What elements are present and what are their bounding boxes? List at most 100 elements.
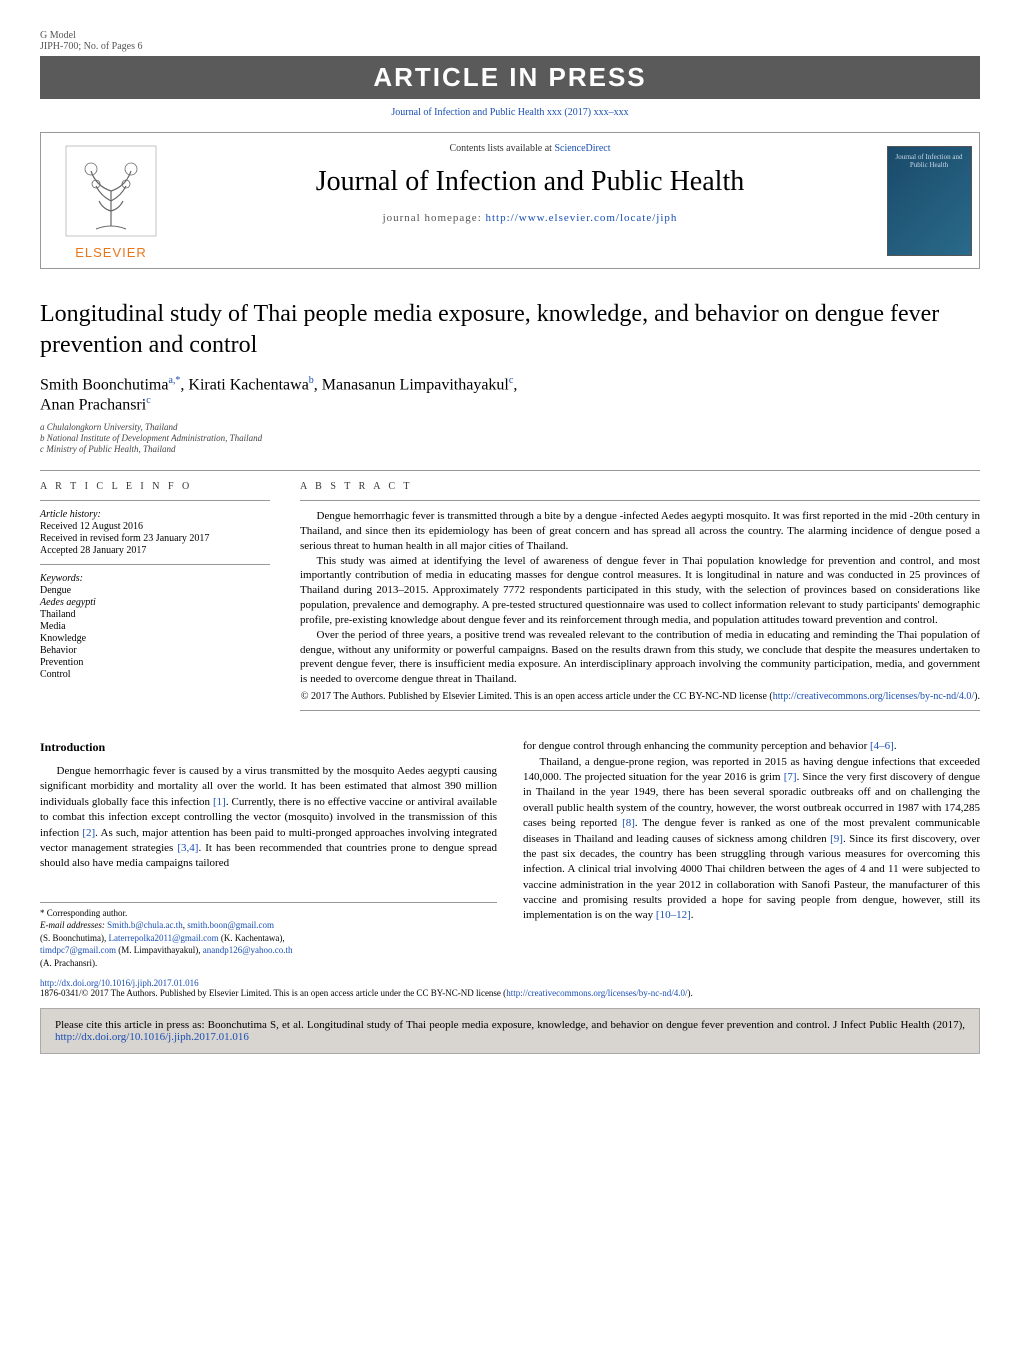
info-abstract-row: A R T I C L E I N F O Article history: R… <box>40 481 980 719</box>
email-limpavithayakul[interactable]: timdpc7@gmail.com <box>40 945 116 955</box>
history-revised: Received in revised form 23 January 2017 <box>40 533 270 544</box>
email-line-4: (A. Prachansri). <box>40 957 497 970</box>
ref-4-6[interactable]: [4–6] <box>870 740 894 752</box>
divider <box>40 470 980 471</box>
ref-3-4[interactable]: [3,4] <box>177 842 198 854</box>
elsevier-tree-icon <box>61 141 161 241</box>
kw-4: Knowledge <box>40 633 270 644</box>
affiliations: a Chulalongkorn University, Thailand b N… <box>40 422 980 454</box>
body-col-1: Introduction Dengue hemorrhagic fever is… <box>40 739 497 970</box>
gmodel-block: G Model JIPH-700; No. of Pages 6 <box>40 30 143 52</box>
sciencedirect-link[interactable]: ScienceDirect <box>554 143 610 154</box>
col2-p1: for dengue control through enhancing the… <box>523 739 980 754</box>
keywords-block: Keywords: Dengue Aedes aegypti Thailand … <box>40 573 270 680</box>
copyright-text: © 2017 The Authors. Published by Elsevie… <box>301 691 773 702</box>
intro-heading: Introduction <box>40 739 497 756</box>
kw-5: Behavior <box>40 645 270 656</box>
intro-p1: Dengue hemorrhagic fever is caused by a … <box>40 764 497 872</box>
elsevier-wordmark: ELSEVIER <box>75 245 147 260</box>
kw-2: Thailand <box>40 609 270 620</box>
author-1-affil: a,* <box>168 375 180 386</box>
abstract-divider <box>300 500 980 501</box>
elsevier-logo-box: ELSEVIER <box>41 133 181 268</box>
email-line-1: E-mail addresses: Smith.b@chula.ac.th, s… <box>40 919 497 932</box>
keywords-label: Keywords: <box>40 573 270 584</box>
email-line-3: timdpc7@gmail.com (M. Limpavithayakul), … <box>40 944 497 957</box>
author-4: Anan Prachansri <box>40 396 146 413</box>
corresponding-note: * Corresponding author. <box>40 907 497 920</box>
journal-center: Contents lists available at ScienceDirec… <box>181 133 879 268</box>
abstract-text: Dengue hemorrhagic fever is transmitted … <box>300 509 980 687</box>
doc-ref: JIPH-700; No. of Pages 6 <box>40 41 143 52</box>
history-label: Article history: <box>40 509 270 520</box>
article-info: A R T I C L E I N F O Article history: R… <box>40 481 270 719</box>
email-smith-1[interactable]: Smith.b@chula.ac.th <box>107 920 183 930</box>
info-divider <box>40 500 270 501</box>
homepage-label: journal homepage: <box>383 212 482 224</box>
journal-citation-link[interactable]: Journal of Infection and Public Health x… <box>40 107 980 118</box>
email-label: E-mail addresses: <box>40 920 105 930</box>
journal-name: Journal of Infection and Public Health <box>191 166 869 198</box>
doi-block: http://dx.doi.org/10.1016/j.jiph.2017.01… <box>40 978 980 998</box>
col2-p2: Thailand, a dengue-prone region, was rep… <box>523 755 980 924</box>
ref-1[interactable]: [1] <box>213 796 226 808</box>
abstract-p3: Over the period of three years, a positi… <box>300 628 980 687</box>
page-root: G Model JIPH-700; No. of Pages 6 ARTICLE… <box>0 0 1020 1084</box>
abstract-column: A B S T R A C T Dengue hemorrhagic fever… <box>300 481 980 719</box>
homepage-url[interactable]: http://www.elsevier.com/locate/jiph <box>486 212 678 224</box>
history-received: Received 12 August 2016 <box>40 521 270 532</box>
doi-link[interactable]: http://dx.doi.org/10.1016/j.jiph.2017.01… <box>40 978 199 988</box>
email-kachentawa[interactable]: Laterrepolka2011@gmail.com <box>109 933 219 943</box>
doi-license-link[interactable]: http://creativecommons.org/licenses/by-n… <box>506 988 687 998</box>
ref-7[interactable]: [7] <box>784 771 797 783</box>
authors-line: Smith Boonchutimaa,*, Kirati Kachentawab… <box>40 375 980 414</box>
press-banner: ARTICLE IN PRESS <box>40 56 980 99</box>
abstract-bottom-divider <box>300 710 980 711</box>
abstract-heading: A B S T R A C T <box>300 481 980 492</box>
license-close: ). <box>974 691 980 702</box>
kw-3: Media <box>40 621 270 632</box>
footnotes: * Corresponding author. E-mail addresses… <box>40 902 497 970</box>
email-prachansri[interactable]: anandp126@yahoo.co.th <box>203 945 293 955</box>
article-history: Article history: Received 12 August 2016… <box>40 509 270 556</box>
author-3-affil: c <box>509 375 513 386</box>
affil-c: c Ministry of Public Health, Thailand <box>40 444 980 454</box>
author-1: Smith Boonchutima <box>40 377 168 394</box>
journal-cover-box: Journal of Infection and Public Health <box>879 133 979 268</box>
email-line-2: (S. Boonchutima), Laterrepolka2011@gmail… <box>40 932 497 945</box>
license-link[interactable]: http://creativecommons.org/licenses/by-n… <box>773 691 974 702</box>
abstract-p1: Dengue hemorrhagic fever is transmitted … <box>300 509 980 554</box>
article-title: Longitudinal study of Thai people media … <box>40 299 980 361</box>
doi-info: 1876-0341/© 2017 The Authors. Published … <box>40 988 980 998</box>
affil-a: a Chulalongkorn University, Thailand <box>40 422 980 432</box>
history-divider <box>40 564 270 565</box>
kw-7: Control <box>40 669 270 680</box>
cite-box: Please cite this article in press as: Bo… <box>40 1008 980 1054</box>
ref-9[interactable]: [9] <box>830 833 843 845</box>
ref-10-12[interactable]: [10–12] <box>656 909 691 921</box>
author-4-affil: c <box>146 395 150 406</box>
journal-header: ELSEVIER Contents lists available at Sci… <box>40 132 980 269</box>
info-heading: A R T I C L E I N F O <box>40 481 270 492</box>
cite-doi-link[interactable]: http://dx.doi.org/10.1016/j.jiph.2017.01… <box>55 1031 249 1043</box>
author-2: Kirati Kachentawa <box>188 377 308 394</box>
contents-label: Contents lists available at <box>449 143 551 154</box>
kw-0: Dengue <box>40 585 270 596</box>
body-col-2: for dengue control through enhancing the… <box>523 739 980 970</box>
author-2-affil: b <box>309 375 314 386</box>
email-smith-2[interactable]: smith.boon@gmail.com <box>187 920 274 930</box>
contents-line: Contents lists available at ScienceDirec… <box>191 143 869 154</box>
affil-b: b National Institute of Development Admi… <box>40 433 980 443</box>
gmodel-label: G Model <box>40 30 143 41</box>
ref-2[interactable]: [2] <box>82 827 95 839</box>
journal-homepage: journal homepage: http://www.elsevier.co… <box>191 212 869 224</box>
history-accepted: Accepted 28 January 2017 <box>40 545 270 556</box>
copyright-line: © 2017 The Authors. Published by Elsevie… <box>300 691 980 702</box>
ref-8[interactable]: [8] <box>622 817 635 829</box>
kw-6: Prevention <box>40 657 270 668</box>
cite-text: Please cite this article in press as: Bo… <box>55 1019 965 1031</box>
abstract-p2: This study was aimed at identifying the … <box>300 554 980 628</box>
body-columns: Introduction Dengue hemorrhagic fever is… <box>40 739 980 970</box>
header-top: G Model JIPH-700; No. of Pages 6 <box>40 30 980 52</box>
kw-1: Aedes aegypti <box>40 597 270 608</box>
